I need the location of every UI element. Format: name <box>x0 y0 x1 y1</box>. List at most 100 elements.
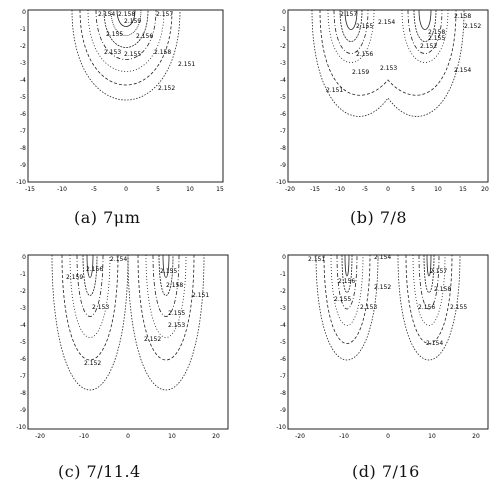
contour-label: 2.155 <box>428 35 445 42</box>
xtick: 15 <box>459 186 467 193</box>
ytick: -5 <box>280 339 286 346</box>
figure-panel-a: 0 -1 -2 -3 -4 -5 -6 -7 -8 -9 -10 -15 -10… <box>8 0 228 196</box>
contour-label: 2.158 <box>434 286 451 293</box>
contour-label: 2.152 <box>464 23 481 30</box>
contour-label: 2.159 <box>124 18 141 25</box>
xtick: -10 <box>79 433 89 440</box>
ytick: -7 <box>280 373 286 380</box>
ytick: -9 <box>20 162 26 169</box>
contour-label: 2.152 <box>84 360 101 367</box>
ytick: -4 <box>280 322 286 329</box>
xtick: -15 <box>310 186 320 193</box>
ytick: -10 <box>16 179 26 186</box>
ytick: -5 <box>280 94 286 101</box>
contours-b <box>311 9 465 117</box>
contour-label: 2.151 <box>192 292 209 299</box>
contour-label: 2.151 <box>178 61 195 68</box>
ytick: -10 <box>16 424 26 431</box>
xtick: -5 <box>362 186 368 193</box>
xtick: 20 <box>481 186 489 193</box>
x-ticks-a: -15 -10 -5 0 5 10 15 <box>25 186 224 193</box>
ytick: -8 <box>280 145 286 152</box>
xtick: -10 <box>339 433 349 440</box>
xtick: 10 <box>186 186 194 193</box>
x-ticks-b: -20 -15 -10 -5 0 5 10 15 20 <box>285 186 489 193</box>
contour-label: 2.156 <box>136 33 153 40</box>
xtick: -5 <box>91 186 97 193</box>
ytick: -8 <box>280 390 286 397</box>
contour-label: 2.157 <box>156 11 173 18</box>
contour-labels-b: 2.157 2.154 2.155 2.152 2.158 2.155 2.15… <box>326 11 481 94</box>
xtick: -10 <box>335 186 345 193</box>
contour-labels-a: 2.154 2.158 2.157 2.159 2.155 2.156 2.15… <box>98 11 195 92</box>
contour-label: 2.158 <box>454 13 471 20</box>
caption-b: (b) 7/8 <box>350 208 408 227</box>
caption-d: (d) 7/16 <box>352 462 420 481</box>
figure-panel-c: 0 -1 -2 -3 -4 -5 -6 -7 -8 -9 -10 -20 -10… <box>8 245 233 445</box>
ytick: -6 <box>280 111 286 118</box>
contours-d <box>315 254 461 361</box>
contour-label: 2.158 <box>154 49 171 56</box>
ytick: -3 <box>20 60 26 67</box>
contour-label: 2.154 <box>374 254 391 261</box>
xtick: 20 <box>212 433 220 440</box>
ytick: -1 <box>280 271 286 278</box>
contour-label: 2.153 <box>92 304 109 311</box>
contour-label: 2.158 <box>166 282 183 289</box>
contour-plot-d: 0 -1 -2 -3 -4 -5 -6 -7 -8 -9 -10 -20 -10… <box>276 254 489 440</box>
contour-label: 2.156 <box>338 278 355 285</box>
ytick: -2 <box>20 288 26 295</box>
contour-label: 2.156 <box>356 51 373 58</box>
contour-plot-b: 0 -1 -2 -3 -4 -5 -6 -7 -8 -9 -10 -20 -15… <box>276 9 489 193</box>
ytick: -1 <box>280 26 286 33</box>
xtick: 10 <box>168 433 176 440</box>
contour-label: 2.157 <box>430 268 447 275</box>
figure-panel-d: 0 -1 -2 -3 -4 -5 -6 -7 -8 -9 -10 -20 -10… <box>268 245 493 445</box>
ytick: 0 <box>282 254 286 261</box>
y-ticks-d: 0 -1 -2 -3 -4 -5 -6 -7 -8 -9 -10 <box>276 254 286 431</box>
xtick: 0 <box>386 186 390 193</box>
ytick: -5 <box>20 339 26 346</box>
contour-label: 2.154 <box>98 11 115 18</box>
ytick: -7 <box>20 128 26 135</box>
xtick: 10 <box>428 433 436 440</box>
ytick: -6 <box>20 111 26 118</box>
ytick: -4 <box>20 322 26 329</box>
xtick: -20 <box>295 433 305 440</box>
contour-label: 2.153 <box>104 49 121 56</box>
contour-label: 2.155 <box>124 51 141 58</box>
xtick: 15 <box>216 186 224 193</box>
xtick: 0 <box>124 186 128 193</box>
contour-labels-d: 2.151 2.154 2.157 2.156 2.152 2.158 2.15… <box>308 254 467 347</box>
xtick: 10 <box>434 186 442 193</box>
xtick: 0 <box>126 433 130 440</box>
xtick: 0 <box>386 433 390 440</box>
contour-label: 2.157 <box>340 11 357 18</box>
ytick: 0 <box>22 254 26 261</box>
x-ticks-d: -20 -10 0 10 20 <box>295 433 480 440</box>
contour-label: 2.152 <box>158 85 175 92</box>
xtick: -20 <box>35 433 45 440</box>
ytick: 0 <box>22 9 26 16</box>
ytick: -6 <box>20 356 26 363</box>
ytick: -5 <box>20 94 26 101</box>
contour-label: 2.158 <box>118 11 135 18</box>
y-ticks-c: 0 -1 -2 -3 -4 -5 -6 -7 -8 -9 -10 <box>16 254 26 431</box>
contour-label: 2.155 <box>168 310 185 317</box>
ytick: -8 <box>20 145 26 152</box>
ytick: -9 <box>20 407 26 414</box>
y-ticks-a: 0 -1 -2 -3 -4 -5 -6 -7 -8 -9 -10 <box>16 9 26 186</box>
contour-label: 2.152 <box>420 43 437 50</box>
xtick: -15 <box>25 186 35 193</box>
contour-label: 2.155 <box>450 304 467 311</box>
ytick: -1 <box>20 26 26 33</box>
contour-labels-c: 2.154 2.156 2.155 2.159 2.158 2.151 2.15… <box>66 256 209 367</box>
contour-label: 2.155 <box>356 23 373 30</box>
contour-label: 2.153 <box>380 65 397 72</box>
contour-plot-a: 0 -1 -2 -3 -4 -5 -6 -7 -8 -9 -10 -15 -10… <box>16 9 224 193</box>
ytick: -7 <box>280 128 286 135</box>
contour-label: 2.154 <box>110 256 127 263</box>
caption-a: (a) 7μm <box>74 208 141 227</box>
xtick: -10 <box>57 186 67 193</box>
contour-label: 2.155 <box>106 31 123 38</box>
